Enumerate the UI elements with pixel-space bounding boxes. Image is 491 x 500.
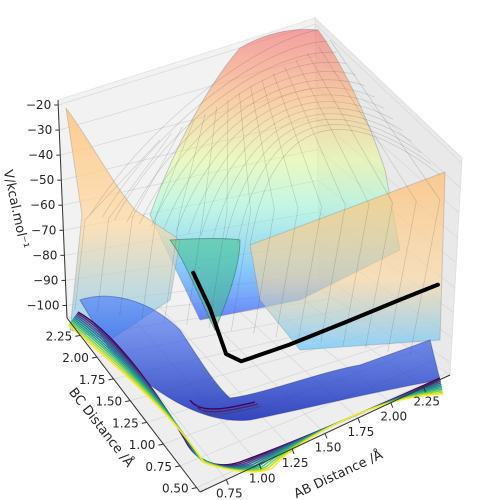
mesh-line [102, 40, 328, 218]
z-tick-label: −50 [29, 173, 54, 187]
ab-tick-label: 1.25 [282, 456, 309, 470]
z-tick-label: −20 [26, 98, 51, 112]
mesh-line [151, 79, 366, 227]
bc-tick-mark [158, 443, 164, 446]
bc-tick-mark [91, 356, 98, 359]
bc-axis-ticks: 2.25 2.00 1.75 1.50 1.25 1.00 0.75 0.50 [46, 329, 197, 496]
z-tick-label: −80 [32, 248, 57, 262]
ab-tick-label: 2.25 [413, 394, 440, 408]
energy-surface [65, 28, 446, 421]
mesh-line [250, 86, 275, 335]
mesh-line [188, 101, 394, 234]
mesh-line [163, 113, 206, 323]
ab-tick-mark [423, 387, 427, 393]
bc-tick-label: 1.00 [129, 438, 156, 452]
mesh-line [307, 53, 394, 350]
mesh-line [96, 133, 172, 314]
mesh-line [175, 94, 384, 232]
contour-line [189, 399, 256, 410]
bc-tick-label: 2.00 [62, 351, 89, 365]
surface-channel [169, 238, 241, 332]
mesh-line [212, 113, 413, 239]
ab-tick-mark [225, 479, 229, 485]
ab-tick-label: 1.50 [315, 441, 342, 455]
bc-tick-mark [141, 421, 147, 424]
z-tick-label: −30 [27, 123, 52, 137]
z-tick-label: −40 [28, 148, 53, 162]
contour-line [67, 324, 444, 473]
contour-line [201, 405, 262, 416]
ab-tick-mark [390, 402, 394, 408]
surface-mesh [74, 29, 441, 356]
mesh-line [163, 87, 375, 229]
ab-tick-label: 1.00 [249, 471, 276, 485]
z-tick-label: −90 [33, 273, 58, 287]
mesh-line [126, 61, 347, 223]
bc-tick-mark [191, 487, 197, 490]
bc-tick-label: 1.25 [112, 416, 139, 430]
z-axis-ticks: −20 −30 −40 −50 −60 −70 −80 −90 −100 [26, 98, 67, 312]
ab-axis-label: AB Distance /Å [291, 447, 385, 500]
bc-tick-mark [174, 465, 181, 468]
ab-grid-line [159, 307, 293, 450]
mesh-line [119, 126, 183, 317]
mesh-line [74, 139, 161, 311]
ab-axis-ticks: 0.75 1.00 1.25 1.50 1.75 2.00 2.25 [216, 387, 440, 500]
mesh-line [284, 66, 346, 344]
bc-tick-mark [75, 334, 81, 337]
ab-tick-mark [258, 464, 262, 470]
mesh-line [138, 71, 356, 225]
z-tick-label: −70 [31, 223, 56, 237]
bc-tick-label: 1.50 [95, 395, 122, 409]
mesh-line [208, 99, 229, 329]
ab-tick-label: 1.75 [348, 425, 375, 439]
mesh-line [329, 39, 441, 356]
ab-tick-mark [324, 433, 328, 439]
ab-tick-label: 0.75 [216, 487, 243, 500]
contour-line [195, 403, 259, 413]
mesh-line [273, 73, 323, 341]
mesh-line [225, 118, 422, 241]
mesh-line [89, 29, 319, 216]
mesh-line [141, 119, 195, 320]
mesh-line [186, 106, 218, 326]
mesh-line [295, 59, 370, 347]
mesh-line [200, 107, 403, 236]
z-tick-label: −100 [27, 298, 60, 312]
mesh-line [114, 51, 337, 220]
surface-right-wall [249, 171, 446, 351]
bc-tick-label: 1.75 [79, 373, 106, 387]
bc-tick-label: 0.75 [145, 460, 172, 474]
bc-tick-label: 0.50 [162, 482, 189, 496]
bc-tick-mark [108, 378, 114, 381]
mesh-line [249, 129, 441, 246]
z-grid-line [314, 23, 462, 164]
bc-tick-label: 2.25 [46, 329, 73, 343]
bc-tick-mark [125, 400, 131, 403]
reaction-trajectory [191, 270, 440, 364]
ab-tick-label: 2.00 [380, 410, 407, 424]
ab-tick-mark [357, 417, 361, 424]
surface-valley [79, 295, 441, 421]
floor-contours [67, 311, 444, 473]
mesh-line [237, 124, 431, 243]
mesh-line [230, 93, 252, 332]
z-tick-label: −60 [30, 198, 55, 212]
z-axis-label: V/kcal.mol⁻¹ [0, 169, 31, 250]
ab-tick-mark [291, 448, 295, 455]
mesh-line [261, 79, 299, 338]
